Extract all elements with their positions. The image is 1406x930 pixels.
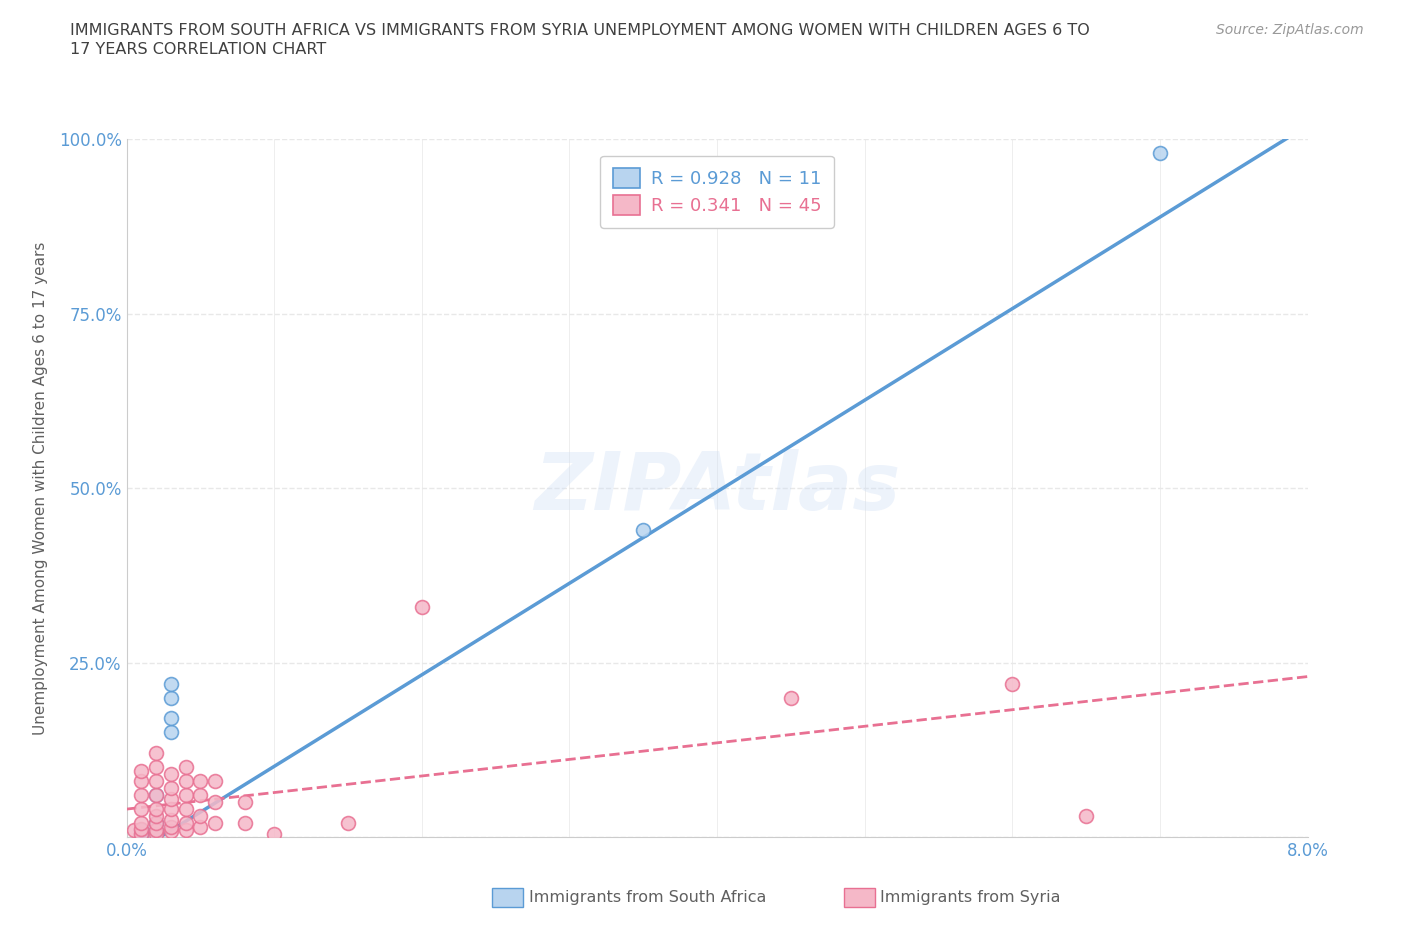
Point xyxy=(129,826,153,841)
Point xyxy=(174,823,197,837)
Point xyxy=(160,781,183,796)
Point xyxy=(1001,676,1024,691)
Point xyxy=(188,809,211,824)
Text: ZIPAtlas: ZIPAtlas xyxy=(534,449,900,527)
Point xyxy=(204,794,226,809)
Point xyxy=(160,676,183,691)
Point xyxy=(145,788,167,803)
Point xyxy=(129,823,153,837)
Legend: R = 0.928   N = 11, R = 0.341   N = 45: R = 0.928 N = 11, R = 0.341 N = 45 xyxy=(600,155,834,228)
Point xyxy=(145,816,167,830)
Point xyxy=(160,819,183,834)
Text: Immigrants from South Africa: Immigrants from South Africa xyxy=(529,890,766,905)
Point xyxy=(145,746,167,761)
Point xyxy=(233,816,256,830)
Point xyxy=(1076,809,1098,824)
Point xyxy=(145,802,167,817)
Point xyxy=(160,766,183,781)
Point xyxy=(145,826,167,841)
Point xyxy=(174,760,197,775)
Point xyxy=(129,802,153,817)
Text: 17 YEARS CORRELATION CHART: 17 YEARS CORRELATION CHART xyxy=(70,42,326,57)
Point xyxy=(188,788,211,803)
Point xyxy=(129,788,153,803)
Point xyxy=(145,816,167,830)
Point xyxy=(233,794,256,809)
Point xyxy=(174,788,197,803)
Point xyxy=(129,774,153,789)
Point xyxy=(160,711,183,725)
Point xyxy=(160,690,183,705)
Point xyxy=(174,802,197,817)
Point xyxy=(204,774,226,789)
Text: Immigrants from Syria: Immigrants from Syria xyxy=(880,890,1060,905)
Point xyxy=(145,824,167,839)
Point xyxy=(145,760,167,775)
Point xyxy=(633,523,655,538)
Point xyxy=(160,791,183,806)
Point xyxy=(129,816,153,830)
Point xyxy=(337,816,360,830)
Point xyxy=(145,809,167,824)
Point xyxy=(145,788,167,803)
Point xyxy=(160,824,183,839)
Point xyxy=(160,812,183,827)
Text: IMMIGRANTS FROM SOUTH AFRICA VS IMMIGRANTS FROM SYRIA UNEMPLOYMENT AMONG WOMEN W: IMMIGRANTS FROM SOUTH AFRICA VS IMMIGRAN… xyxy=(70,23,1090,38)
Point xyxy=(174,774,197,789)
Point xyxy=(188,819,211,834)
Y-axis label: Unemployment Among Women with Children Ages 6 to 17 years: Unemployment Among Women with Children A… xyxy=(32,242,48,735)
Point xyxy=(174,816,197,830)
Point xyxy=(1149,146,1171,161)
Point xyxy=(779,690,801,705)
Point xyxy=(129,821,153,836)
Point xyxy=(145,823,167,837)
Text: Source: ZipAtlas.com: Source: ZipAtlas.com xyxy=(1216,23,1364,37)
Point xyxy=(188,774,211,789)
Point xyxy=(411,600,433,615)
Point xyxy=(129,826,153,841)
Point xyxy=(204,816,226,830)
Point xyxy=(145,774,167,789)
Point xyxy=(122,823,145,837)
Point xyxy=(160,725,183,740)
Point xyxy=(263,826,285,841)
Point xyxy=(129,764,153,778)
Point xyxy=(160,802,183,817)
